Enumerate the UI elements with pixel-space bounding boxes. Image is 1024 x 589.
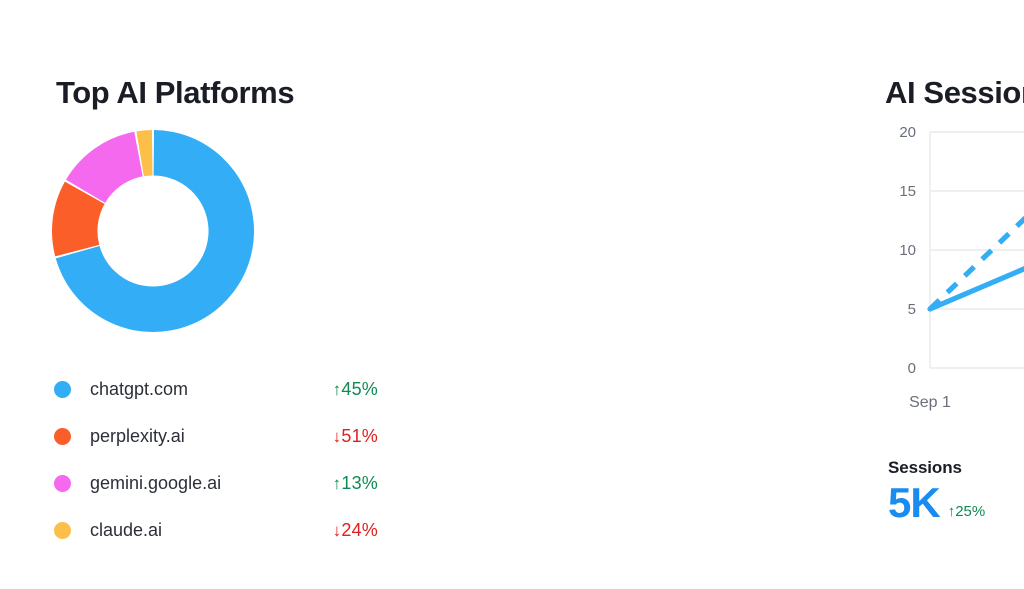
arrow-up-icon: ↑ (332, 474, 342, 493)
donut-slice-perplexity-ai[interactable] (52, 181, 105, 257)
page-title-ai-sessions: AI Sessions (885, 74, 1024, 110)
kpi-row: Sessions 5K ↑25% Engaged Sessions 2K ↓17… (888, 458, 1024, 524)
legend-delta-value-chatgpt: 45% (341, 379, 378, 399)
list-item[interactable]: chatgpt.com ↑45% (54, 366, 378, 413)
y-axis-tick-label: 10 (899, 242, 916, 259)
kpi-value-sessions: 5K (888, 479, 941, 526)
series-line-sessions (927, 266, 1024, 312)
legend-swatch-claude (54, 522, 71, 539)
page-title-top-ai-platforms: Top AI Platforms (56, 74, 295, 110)
list-item[interactable]: gemini.google.ai ↑13% (54, 460, 378, 507)
line-chart: 0 5 10 15 20 (885, 118, 1024, 378)
top-ai-platforms-panel: Top AI Platforms chatgpt.com ↑45% perple… (0, 0, 430, 589)
legend-delta-chatgpt: ↑45% (333, 379, 378, 400)
legend-delta-value-perplexity: 51% (341, 426, 378, 446)
legend-delta-claude: ↓24% (333, 520, 378, 541)
horizontal-gridlines (930, 131, 1024, 369)
list-item[interactable]: claude.ai ↓24% (54, 507, 378, 554)
donut-slices (52, 130, 254, 332)
vertical-gridlines (929, 132, 931, 368)
ai-sessions-panel: AI Sessions 0 5 10 15 20 Sep 1Sep 2Sep 3Sep … (430, 0, 1024, 589)
arrow-down-icon: ↓ (332, 427, 342, 446)
legend-label-claude: claude.ai (90, 520, 163, 540)
donut-slice-gemini-google-ai[interactable] (65, 131, 143, 203)
donut-slice-claude-ai[interactable] (136, 130, 153, 177)
legend-swatch-perplexity (54, 428, 71, 445)
kpi-delta-sessions: ↑25% (948, 503, 986, 520)
x-axis-tick-labels: Sep 1Sep 2Sep 3Sep 4Sep 5 (885, 394, 1024, 418)
arrow-down-icon: ↓ (332, 521, 342, 540)
kpi-label-sessions: Sessions (888, 458, 962, 477)
donut-chart (52, 130, 254, 332)
legend-delta-perplexity: ↓51% (333, 426, 378, 447)
y-axis-tick-labels: 0 5 10 15 20 (899, 124, 916, 377)
list-item[interactable]: perplexity.ai ↓51% (54, 413, 378, 460)
arrow-up-icon: ↑ (332, 380, 342, 399)
legend-label-perplexity: perplexity.ai (90, 426, 185, 446)
donut-slice-chatgpt-com[interactable] (55, 130, 254, 332)
legend-delta-value-claude: 24% (341, 520, 378, 540)
legend-swatch-chatgpt (54, 381, 71, 398)
y-axis-tick-label: 0 (908, 360, 916, 377)
kpi-delta-value-sessions: 25% (955, 503, 986, 520)
y-axis-tick-label: 20 (899, 124, 916, 141)
platform-legend: chatgpt.com ↑45% perplexity.ai ↓51% gemi… (54, 366, 378, 554)
legend-swatch-gemini (54, 475, 71, 492)
y-axis-tick-label: 5 (908, 301, 916, 318)
legend-label-chatgpt: chatgpt.com (90, 379, 189, 399)
y-axis-tick-label: 15 (899, 183, 916, 200)
legend-delta-gemini: ↑13% (333, 473, 378, 494)
legend-label-gemini: gemini.google.ai (90, 473, 222, 493)
series-line-previous-period (928, 215, 1024, 311)
arrow-up-icon: ↑ (947, 503, 956, 520)
legend-delta-value-gemini: 13% (341, 473, 378, 493)
kpi-sessions[interactable]: Sessions 5K ↑25% (888, 458, 1024, 524)
x-axis-tick-label: Sep 1 (909, 394, 951, 411)
